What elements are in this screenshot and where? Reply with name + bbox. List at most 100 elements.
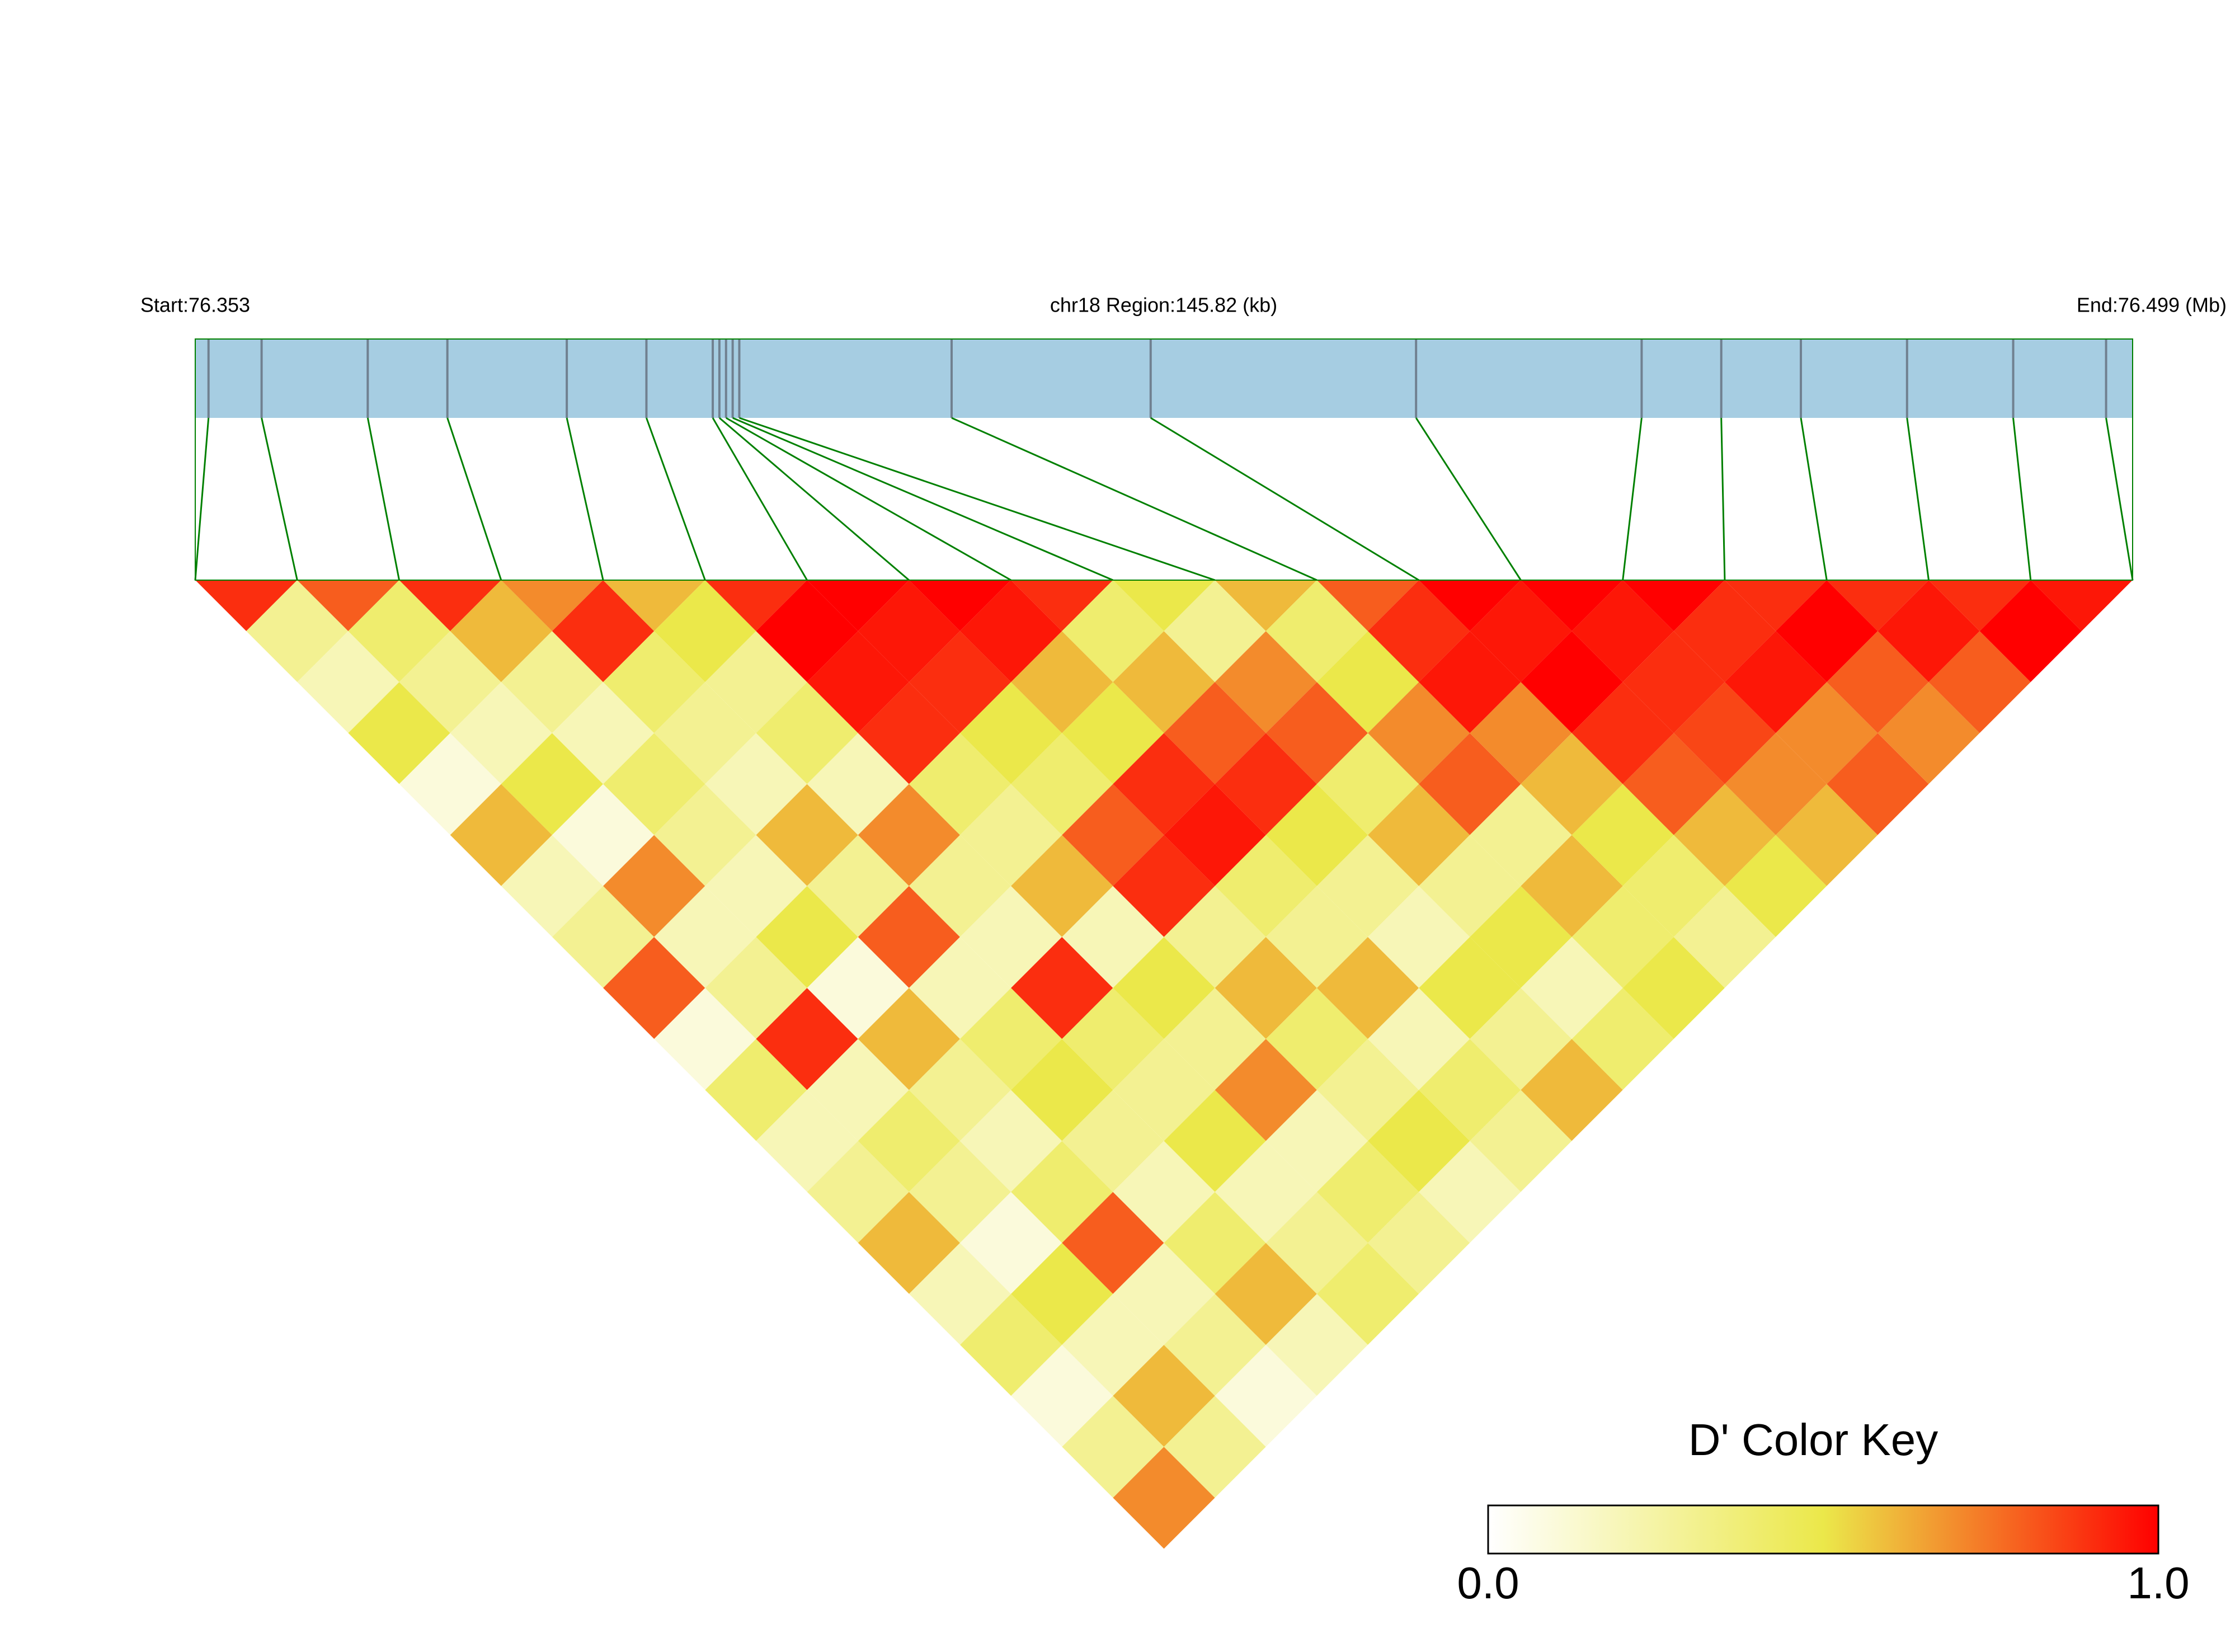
ld-cell [1265,886,1368,989]
ld-cell [1419,1141,1521,1243]
ld-cell [1673,886,1776,989]
ld-cell [1164,988,1266,1090]
snp-connector [951,417,1318,581]
ld-cell [501,631,604,733]
snp-connector [194,417,210,581]
ld-cell [1622,936,1725,1039]
ld-cell [807,1141,909,1243]
ld-cell [1215,1141,1317,1243]
ld-cell [959,1192,1062,1294]
ld-cell [1622,835,1725,937]
ld-cell [1776,784,1878,886]
ld-cell [1316,733,1419,835]
ld-cell [1673,682,1776,784]
start-label: Start:76.353 [140,294,250,317]
ld-cell [1470,784,1572,886]
ld-cell [1011,1141,1113,1243]
ld-cell [1521,1039,1623,1141]
ld-cell [858,682,960,784]
ld-cell [1928,580,2031,632]
ld-cell [1113,936,1215,1039]
snp-connector [732,417,1113,581]
ld-cell [1673,580,1776,683]
ld-cell [1724,580,1827,632]
ld-cell [1521,936,1623,1039]
ld-cell [1368,1090,1470,1192]
heatmap [195,580,2133,1549]
snp-connector [726,417,1011,581]
ld-cell [1316,1039,1419,1141]
snp-connector [2012,417,2032,581]
ld-cell [1215,1039,1317,1141]
colorbar-tick-label: 1.0 [2127,1558,2189,1608]
colorbar [1487,1504,2159,1555]
ld-cell [1622,580,1725,632]
ld-cell [1215,631,1317,733]
ld-cell [1776,580,1878,683]
ld-cell [1622,733,1725,835]
ld-cell [1470,1090,1572,1192]
ld-cell [2030,580,2133,632]
ld-cell [1164,886,1266,989]
snp-connector [718,417,910,581]
ld-cell [909,1242,1011,1345]
ld-cell [1316,631,1419,733]
ld-cell [1062,1192,1164,1294]
end-label: End:76.499 (Mb) [2077,294,2227,317]
ld-cell [1011,1344,1113,1447]
ld-cell [501,580,604,632]
ld-cell [1164,682,1266,784]
snp-connector [1800,417,1828,581]
ld-cell [1062,1396,1164,1498]
snp-connector [566,417,604,581]
ld-cell [246,580,349,683]
snp-connector [712,417,808,581]
ld-cell [1215,733,1317,835]
ld-cell [959,1293,1062,1396]
ld-cell [1265,682,1368,784]
ld-cell [1316,1141,1419,1243]
region-label: chr18 Region:145.82 (kb) [1050,294,1277,317]
ld-cell [1724,631,1827,733]
ld-cell [1928,631,2031,733]
snp-connector [261,417,298,581]
ld-cell [1113,631,1215,733]
ld-cell [1979,580,2082,683]
ld-cell [909,1141,1011,1243]
snp-bar-frame [195,338,2133,581]
snp-connector [1415,417,1522,581]
ld-cell [1368,682,1470,784]
ld-cell [1265,1090,1368,1192]
ld-cell [1878,682,1980,784]
ld-cell [1368,784,1470,886]
ld-cell [1265,580,1368,683]
ld-cell [1419,1039,1521,1141]
ld-cell [1470,988,1572,1090]
ld-cell [1316,835,1419,937]
ld-cell [1215,835,1317,937]
ld-cell [1827,733,1929,835]
ld-cell [1368,988,1470,1090]
ld-cell [858,784,960,886]
ld-cell [501,733,604,835]
ld-cell [1419,631,1521,733]
ld-cell [1113,1141,1215,1243]
ld-cell [1164,784,1266,886]
ld-cell [1521,733,1623,835]
ld-cell [1878,580,1980,683]
snp-connector [1906,417,1930,581]
ld-cell [858,580,960,683]
ld-cell [858,886,960,989]
ld-cell [1164,1090,1266,1192]
snp-connector [1720,417,1726,581]
ld-cell [1215,936,1317,1039]
ld-cell [858,1192,960,1294]
snp-connector [739,417,1216,581]
ld-cell [1827,580,1929,632]
ld-cell [1521,631,1623,733]
ld-cell [1724,733,1827,835]
ld-cell [1265,988,1368,1090]
ld-cell [1113,733,1215,835]
